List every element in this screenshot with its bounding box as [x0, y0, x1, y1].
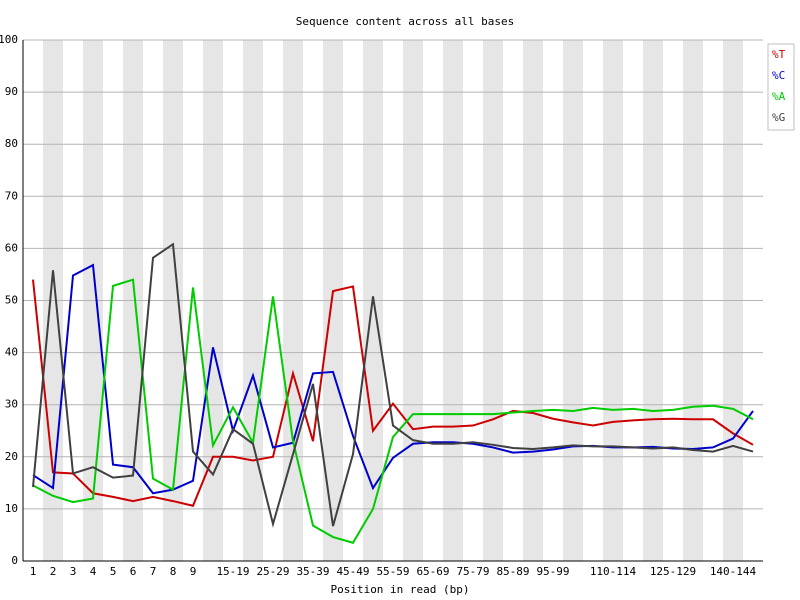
x-tick-label: 75-79 — [456, 565, 489, 578]
x-tick-label: 6 — [130, 565, 137, 578]
y-tick-label: 90 — [5, 85, 18, 98]
x-tick-label: 140-144 — [710, 565, 757, 578]
x-tick-label: 125-129 — [650, 565, 696, 578]
legend-box — [767, 43, 795, 131]
x-tick-label: 110-114 — [590, 565, 637, 578]
x-tick-label: 45-49 — [336, 565, 369, 578]
x-tick-label: 9 — [190, 565, 197, 578]
x-tick-label: 65-69 — [416, 565, 449, 578]
y-tick-label: 30 — [5, 398, 18, 411]
x-tick-label: 35-39 — [296, 565, 329, 578]
x-tick-label: 15-19 — [216, 565, 249, 578]
legend-label: %T — [772, 48, 786, 61]
y-tick-label: 60 — [5, 241, 18, 254]
x-tick-label: 1 — [30, 565, 37, 578]
x-tick-label: 7 — [150, 565, 157, 578]
x-tick-label: 55-59 — [376, 565, 409, 578]
x-tick-label: 85-89 — [496, 565, 529, 578]
y-tick-label: 0 — [11, 554, 18, 567]
x-tick-label: 25-29 — [256, 565, 289, 578]
x-tick-label: 5 — [110, 565, 117, 578]
x-tick-label: 2 — [50, 565, 57, 578]
chart-title: Sequence content across all bases — [296, 15, 515, 28]
series-line — [32, 279, 754, 507]
legend-label: %C — [772, 69, 785, 82]
y-tick-label: 40 — [5, 346, 18, 359]
series-line — [32, 242, 754, 528]
y-tick-label: 20 — [5, 450, 18, 463]
x-tick-label: 8 — [170, 565, 177, 578]
x-tick-label: 4 — [90, 565, 97, 578]
y-tick-label: 10 — [5, 502, 18, 515]
x-tick-label: 95-99 — [536, 565, 569, 578]
x-axis-label: Position in read (bp) — [330, 583, 469, 596]
x-tick-label: 3 — [70, 565, 77, 578]
legend-label: %A — [772, 90, 786, 103]
legend-label: %G — [772, 111, 785, 124]
y-tick-label: 80 — [5, 137, 18, 150]
y-tick-label: 70 — [5, 189, 18, 202]
y-tick-label: 100 — [0, 33, 18, 46]
series-line — [32, 278, 754, 544]
y-tick-label: 50 — [5, 294, 18, 307]
